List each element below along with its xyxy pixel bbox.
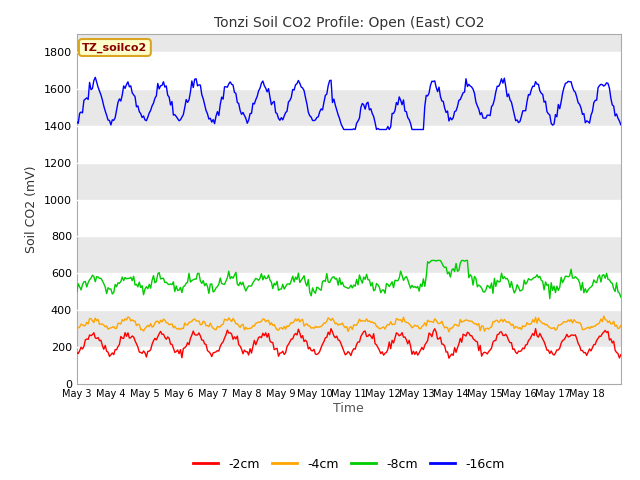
Bar [77, 126, 621, 163]
Bar [77, 273, 621, 310]
Legend: -2cm, -4cm, -8cm, -16cm: -2cm, -4cm, -8cm, -16cm [188, 453, 509, 476]
Y-axis label: Soil CO2 (mV): Soil CO2 (mV) [25, 165, 38, 252]
Text: TZ_soilco2: TZ_soilco2 [82, 42, 147, 53]
Bar [77, 163, 621, 200]
Bar [77, 310, 621, 347]
Bar [77, 347, 621, 384]
X-axis label: Time: Time [333, 402, 364, 415]
Bar [77, 89, 621, 126]
Bar [77, 200, 621, 237]
Bar [77, 52, 621, 89]
Title: Tonzi Soil CO2 Profile: Open (East) CO2: Tonzi Soil CO2 Profile: Open (East) CO2 [214, 16, 484, 30]
Bar [77, 237, 621, 273]
